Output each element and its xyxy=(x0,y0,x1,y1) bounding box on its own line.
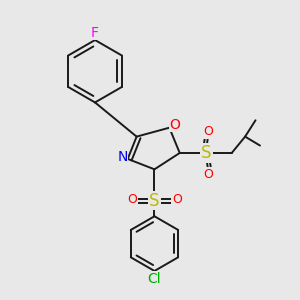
Text: N: N xyxy=(117,150,128,164)
Text: Cl: Cl xyxy=(148,272,161,286)
Text: F: F xyxy=(91,26,99,40)
Text: O: O xyxy=(172,193,182,206)
Text: O: O xyxy=(203,168,213,181)
Text: O: O xyxy=(203,125,213,138)
Text: S: S xyxy=(149,191,160,209)
Text: O: O xyxy=(127,193,137,206)
Text: S: S xyxy=(201,144,212,162)
Text: O: O xyxy=(169,118,180,132)
